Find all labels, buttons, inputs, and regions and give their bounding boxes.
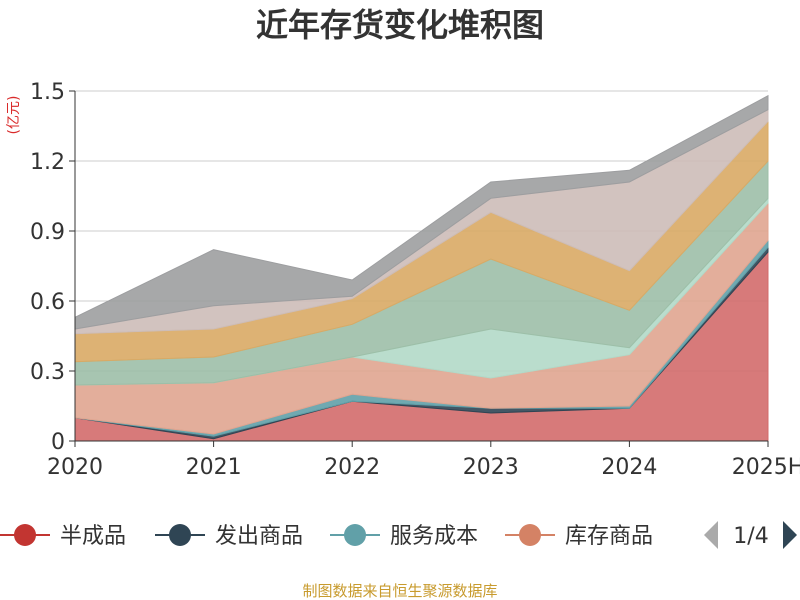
y-axis-unit: (亿元) [6,96,22,135]
y-tick-label: 1.5 [30,80,65,105]
y-tick-label: 0 [51,430,65,455]
legend-item[interactable]: 半成品 [0,524,126,549]
legend-marker-icon [14,524,36,546]
legend[interactable]: 半成品 发出商品 服务成本 库存商品 [0,524,653,549]
data-source-note: 制图数据来自恒生聚源数据库 [302,582,497,600]
legend-label: 库存商品 [565,524,653,549]
legend-marker-icon [344,524,366,546]
x-tick-label: 2022 [324,455,380,480]
next-page-icon[interactable] [783,521,797,549]
legend-item[interactable]: 库存商品 [505,524,653,549]
x-tick-label: 2023 [463,455,519,480]
legend-pager: 1/4 [704,521,797,549]
x-tick-label: 2025H [732,455,800,480]
y-tick-label: 0.3 [30,360,65,385]
legend-item[interactable]: 发出商品 [155,524,303,549]
area-series [74,94,769,442]
y-tick-label: 1.2 [30,150,65,175]
x-tick-label: 2024 [601,455,657,480]
legend-label: 服务成本 [390,524,478,549]
legend-label: 半成品 [60,524,126,549]
y-tick-label: 0.6 [30,290,65,315]
area-series-9 [74,94,769,330]
legend-page-indicator: 1/4 [733,524,768,549]
y-tick-label: 0.9 [30,220,65,245]
chart-title: 近年存货变化堆积图 [256,6,544,44]
legend-item[interactable]: 服务成本 [330,524,478,549]
x-tick-label: 2020 [47,455,103,480]
axes: 0 0.3 0.6 0.9 1.2 1.5 2020 2021 2022 2023 2024 2025… [30,80,800,480]
prev-page-icon[interactable] [704,521,718,549]
legend-marker-icon [169,524,191,546]
legend-marker-icon [519,524,541,546]
legend-label: 发出商品 [215,524,303,549]
x-tick-label: 2021 [186,455,242,480]
